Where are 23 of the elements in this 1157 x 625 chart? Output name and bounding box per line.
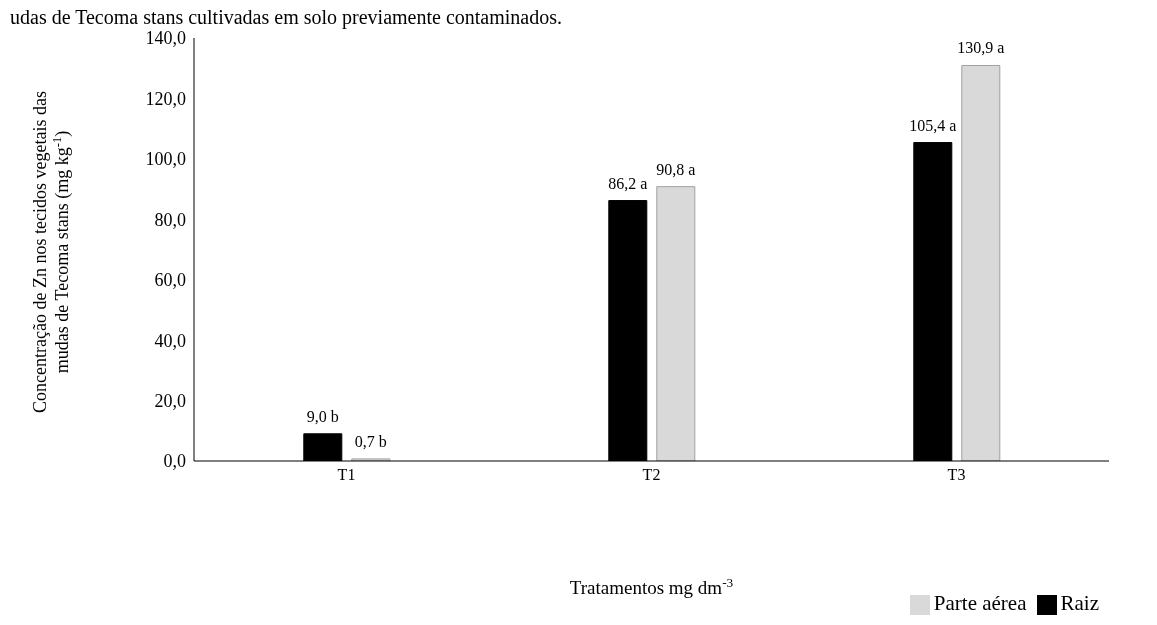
bar — [961, 65, 1001, 461]
x-tick-label: T2 — [642, 466, 661, 484]
bar — [656, 186, 696, 461]
x-tick-label: T1 — [337, 466, 356, 484]
data-label: 0,7 b — [354, 432, 387, 450]
x-tick-label: T3 — [947, 466, 966, 484]
data-label: 90,8 a — [656, 160, 696, 178]
data-label: 105,4 a — [909, 116, 957, 134]
legend-label: Parte aérea — [933, 591, 1027, 615]
y-tick-label: 20,0 — [154, 390, 186, 411]
y-tick-label: 120,0 — [145, 88, 186, 109]
y-tick-label: 40,0 — [154, 330, 186, 351]
y-tick-label: 0,0 — [163, 451, 186, 472]
y-tick-label: 100,0 — [145, 149, 186, 170]
x-axis-title: Tratamentos mg dm$^{-3}$ — [569, 574, 734, 598]
y-tick-label: 60,0 — [154, 270, 186, 291]
data-label: 9,0 b — [306, 407, 339, 425]
data-label: 130,9 a — [957, 39, 1005, 57]
y-tick-label: 140,0 — [145, 28, 186, 49]
legend-label: Raiz — [1060, 591, 1099, 615]
y-tick-label: 80,0 — [154, 209, 186, 230]
text: udas de Tecoma stans cultivadas em solo previamente contaminados. — [10, 6, 562, 29]
data-label: 86,2 a — [608, 174, 648, 192]
